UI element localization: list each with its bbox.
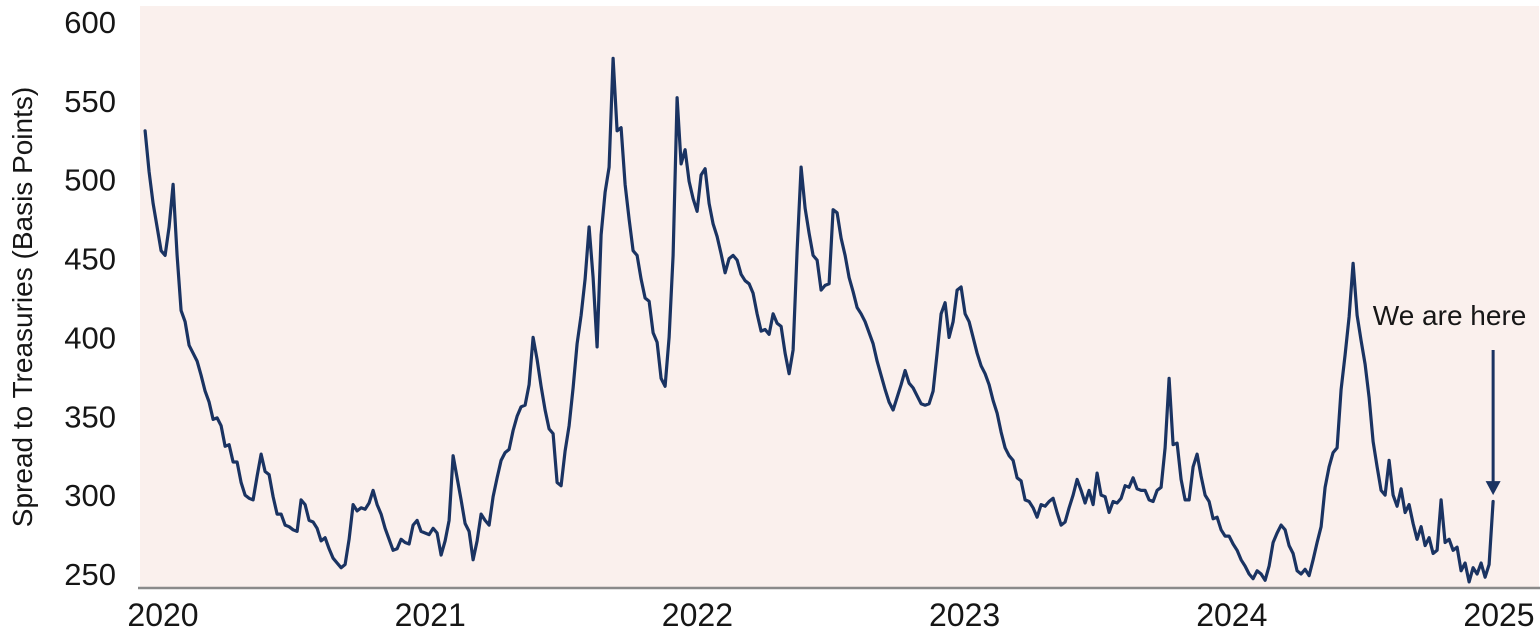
- y-tick-label: 500: [64, 163, 116, 198]
- plot-area: [140, 6, 1539, 588]
- spread-line-series: [143, 56, 1495, 584]
- x-tick-label: 2022: [662, 597, 733, 632]
- annotation-group: We are here: [1373, 300, 1527, 496]
- annotation-text: We are here: [1373, 300, 1527, 331]
- x-axis-tick-labels: 2020 2021 2022 2023 2024 2025: [127, 597, 1534, 632]
- x-tick-label: 2020: [127, 597, 198, 632]
- y-tick-label: 550: [64, 84, 116, 119]
- y-tick-label: 300: [64, 478, 116, 513]
- x-tick-label: 2023: [929, 597, 1000, 632]
- y-tick-label: 600: [64, 5, 116, 40]
- y-tick-label: 450: [64, 242, 116, 277]
- y-axis-tick-labels: 250 300 350 400 450 500 550 600: [64, 5, 116, 592]
- x-tick-label: 2025: [1463, 597, 1534, 632]
- y-tick-label: 350: [64, 399, 116, 434]
- annotation-arrow-head-icon: [1485, 481, 1501, 496]
- x-tick-label: 2024: [1196, 597, 1267, 632]
- y-tick-label: 250: [64, 557, 116, 592]
- x-tick-label: 2021: [395, 597, 466, 632]
- y-tick-label: 400: [64, 320, 116, 355]
- y-axis-title: Spread to Treasuries (Basis Points): [7, 87, 38, 527]
